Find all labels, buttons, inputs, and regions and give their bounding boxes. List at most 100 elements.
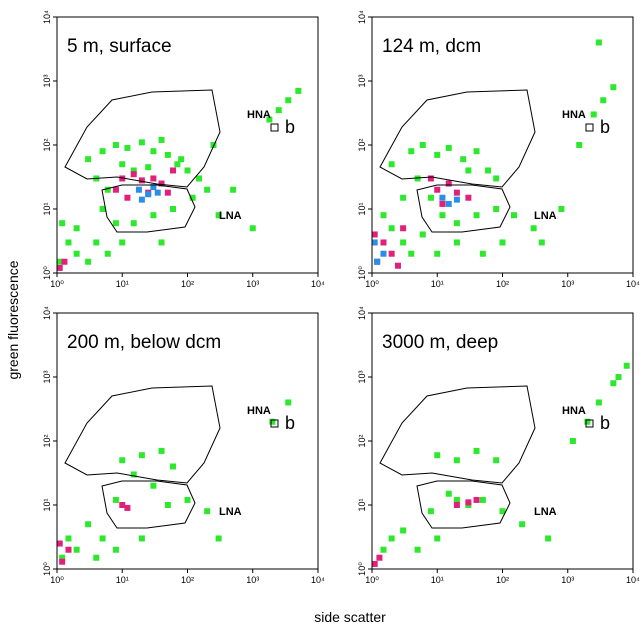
point [170, 206, 177, 212]
b-gate [270, 419, 279, 428]
hna-gate [64, 385, 221, 484]
point [189, 194, 196, 201]
y-tick-label: 10⁰ [42, 266, 52, 280]
point [473, 148, 480, 155]
point [414, 546, 421, 553]
point [65, 546, 72, 553]
point [295, 87, 302, 94]
x-tick-label: 10⁰ [365, 575, 379, 585]
point [493, 206, 500, 212]
x-tick-label: 10¹ [431, 575, 444, 585]
point [73, 225, 80, 232]
point [93, 554, 100, 561]
panel-title: 3000 m, deep [382, 332, 498, 353]
annotation: HNA [562, 405, 586, 417]
point [427, 508, 434, 515]
point [65, 239, 72, 246]
panel: 200 m, below dcm HNA LNA b 10⁰ 10¹ 10² 10³ 10⁴ 10… [42, 306, 325, 585]
x-tick-label: 10⁰ [50, 575, 64, 585]
lna-gate [416, 184, 511, 233]
y-tick-label: 10⁰ [357, 266, 367, 280]
point [485, 167, 492, 174]
point [595, 399, 602, 406]
hna-gate [64, 89, 221, 188]
lna-gate [101, 480, 196, 529]
point [439, 194, 446, 201]
panel-title: 200 m, below dcm [67, 332, 221, 353]
y-tick-label: 10¹ [357, 202, 367, 215]
point [99, 206, 106, 212]
point [380, 250, 387, 257]
point [427, 175, 434, 182]
point [419, 142, 426, 148]
point [445, 144, 452, 151]
point [394, 262, 401, 269]
y-tick-label: 10² [357, 434, 367, 447]
y-tick-label: 10⁴ [357, 306, 367, 320]
point [499, 508, 506, 515]
y-tick-label: 10¹ [42, 498, 52, 511]
point [419, 231, 426, 238]
point [453, 496, 460, 503]
point [99, 535, 106, 542]
point [184, 167, 191, 174]
point [93, 239, 100, 246]
point [119, 161, 126, 168]
point [135, 186, 142, 193]
point [371, 560, 378, 567]
panel: 5 m, surface HNA LNA b 10⁰ 10¹ 10² 10³ 10⁴ 10⁰ 10¹… [42, 10, 325, 289]
point [174, 161, 181, 168]
point [380, 212, 387, 219]
y-tick-label: 10⁴ [357, 10, 367, 24]
point [285, 97, 292, 104]
point [434, 452, 441, 459]
panel-title: 124 m, dcm [382, 36, 481, 57]
point [453, 239, 460, 246]
point [499, 239, 506, 246]
point [439, 200, 446, 207]
point [493, 175, 500, 182]
point [112, 142, 119, 148]
point [124, 504, 131, 511]
point [85, 258, 92, 265]
point [130, 220, 137, 227]
point [493, 457, 500, 464]
x-tick-label: 10⁴ [626, 279, 640, 289]
point [584, 418, 591, 425]
x-tick-label: 10² [496, 575, 509, 585]
point [99, 148, 106, 155]
hna-gate [379, 385, 536, 484]
panel: 124 m, dcm HNA LNA b 10⁰ 10¹ 10² 10³ 10⁴ 10⁰ 10¹ 10… [357, 10, 640, 289]
point [184, 496, 191, 503]
point [600, 97, 607, 104]
point [138, 139, 145, 146]
point [73, 546, 80, 553]
lna-gate [101, 184, 196, 233]
point [460, 156, 467, 163]
point [408, 148, 415, 155]
point [434, 535, 441, 542]
point [445, 200, 452, 207]
point [615, 374, 622, 380]
annotation: LNA [534, 506, 557, 518]
point [204, 508, 211, 515]
y-tick-label: 10⁴ [42, 10, 52, 24]
y-tick-label: 10³ [357, 74, 367, 87]
point [215, 535, 222, 542]
point [434, 186, 441, 193]
b-gate [585, 419, 594, 428]
point [558, 206, 565, 212]
b-gate [270, 123, 279, 132]
point [479, 250, 486, 257]
point [170, 463, 177, 470]
point [249, 225, 256, 232]
point [104, 186, 111, 193]
point [510, 212, 517, 219]
point [439, 212, 446, 219]
y-tick-label: 10⁴ [42, 306, 52, 320]
point [145, 164, 152, 171]
point [408, 250, 415, 257]
point [215, 212, 222, 219]
panel: 3000 m, deep HNA LNA b 10⁰ 10¹ 10² 10³ 10⁴ 10⁰ 10¹… [357, 306, 640, 585]
point [380, 239, 387, 246]
